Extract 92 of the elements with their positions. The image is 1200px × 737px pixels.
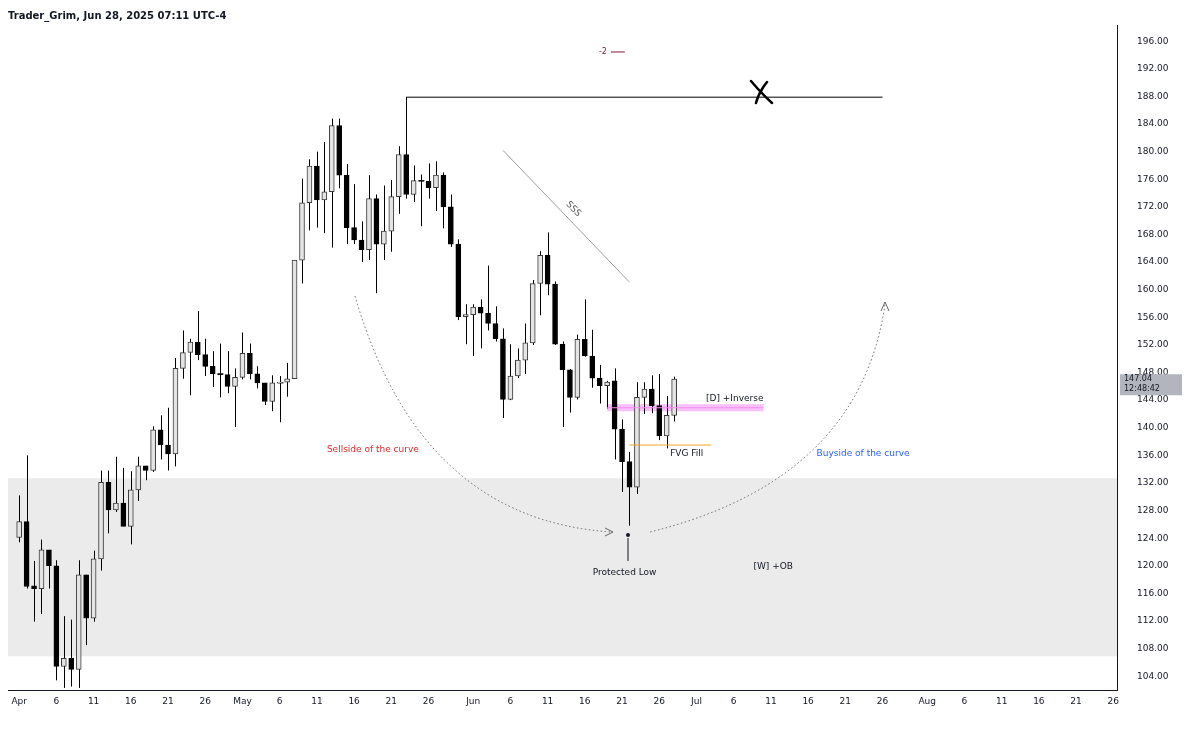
y-tick-label: 152.00 [1137, 339, 1169, 350]
y-tick-label: 108.00 [1137, 642, 1169, 653]
y-tick-label: 104.00 [1137, 670, 1169, 681]
y-tick-label: 124.00 [1137, 532, 1169, 543]
y-tick-label: 196.00 [1137, 35, 1169, 46]
x-tick-label: 26 [876, 695, 889, 706]
candlestick [648, 374, 655, 414]
x-tick-label: 11 [995, 695, 1008, 706]
candlestick [202, 338, 209, 377]
y-tick-label: 184.00 [1137, 118, 1169, 129]
x-tick-label: 11 [87, 695, 100, 706]
candlestick [269, 374, 276, 412]
x-tick-label: 21 [1070, 695, 1082, 706]
y-tick-label: 128.00 [1137, 504, 1169, 515]
candlestick [522, 323, 529, 375]
y-tick-label: 112.00 [1137, 615, 1169, 626]
annotation: Protected Low [592, 566, 657, 577]
candlestick [351, 183, 357, 245]
chart-title: Trader_Grim, Jun 28, 2025 07:11 UTC-4 [8, 9, 227, 22]
y-tick-label: 116.00 [1137, 587, 1169, 598]
band-label: [W] +OB [753, 561, 794, 572]
x-tick-label: 26 [422, 695, 435, 706]
candlestick [217, 343, 224, 398]
y-tick-label: 144.00 [1137, 394, 1169, 405]
candlestick [16, 494, 22, 543]
x-tick-label: 16 [579, 695, 591, 706]
x-tick-label: 16 [348, 695, 361, 706]
y-tick-label: 192.00 [1137, 63, 1169, 74]
y-tick-label: 120.00 [1137, 560, 1169, 571]
candlestick [194, 310, 201, 361]
x-tick-label: 21 [385, 695, 398, 706]
x-tick-label: 26 [199, 695, 212, 706]
y-tick-label: 168.00 [1137, 228, 1169, 239]
annotation: Sellside of the curve [326, 444, 420, 455]
x-tick-label: 6 [276, 695, 283, 706]
candlestick [596, 364, 603, 405]
y-tick-label: 188.00 [1137, 90, 1169, 101]
y-tick-label: 136.00 [1137, 449, 1169, 460]
candlestick [68, 619, 75, 688]
series-label: [D] +Inverse [705, 392, 764, 403]
text: SSS [564, 199, 584, 219]
x-tick-label: Jun [465, 695, 481, 706]
candlestick [663, 395, 670, 449]
candlestick [381, 185, 387, 261]
x-tick-label: 21 [839, 695, 852, 706]
candlestick [470, 303, 477, 357]
candlestick [247, 343, 253, 380]
candlestick [589, 329, 596, 389]
x-tick-label: May [233, 695, 253, 706]
candlestick [165, 407, 171, 472]
x-tick-label: 16 [1033, 695, 1045, 706]
candlestick [46, 549, 52, 590]
candlestick [515, 347, 521, 379]
annotation: -2 [598, 47, 607, 57]
candlestick [31, 560, 37, 623]
x-tick-label: 16 [125, 695, 137, 706]
x-tick-label: 11 [765, 695, 777, 706]
candlestick [462, 303, 469, 345]
x-tick-label: 6 [53, 695, 60, 706]
x-tick-label: 6 [961, 695, 968, 706]
candlestick [604, 380, 610, 409]
candlestick [582, 298, 588, 358]
y-tick-label: 140.00 [1137, 422, 1169, 433]
x-tick-label: 21 [616, 695, 628, 706]
candlestick [433, 160, 439, 212]
candlestick [276, 375, 284, 423]
y-tick-label: 156.00 [1137, 311, 1169, 322]
candlestick [485, 265, 491, 331]
y-tick-label: 180.00 [1137, 146, 1169, 157]
x-tick-label: Aug [918, 695, 936, 706]
x-tick-label: 21 [162, 695, 174, 706]
candlestick [209, 350, 216, 388]
x-tick-label: 16 [802, 695, 815, 706]
y-tick-label: 172.00 [1137, 201, 1169, 212]
y-tick-label: 176.00 [1137, 173, 1169, 184]
annotation: Buyside of the curve [816, 447, 910, 458]
y-tick-label: 164.00 [1137, 256, 1169, 267]
y-tick-label: 160.00 [1137, 284, 1169, 295]
x-tick-label: 11 [541, 695, 554, 706]
candlestick [232, 367, 238, 428]
candlestick [284, 362, 290, 398]
x-tick-label: 6 [730, 695, 737, 706]
series-label: FVG Fill [670, 447, 704, 458]
x-tick-label: 26 [653, 695, 666, 706]
y-tick-label: 132.00 [1137, 477, 1169, 488]
x-tick-label: 11 [311, 695, 323, 706]
text: 12:48:42 [1124, 384, 1160, 394]
x-tick-label: 6 [507, 695, 514, 706]
x-tick-label: 26 [1107, 695, 1120, 706]
candlestick [321, 141, 328, 234]
x-tick-label: Apr [11, 695, 28, 706]
x-tick-label: Jul [690, 695, 702, 706]
